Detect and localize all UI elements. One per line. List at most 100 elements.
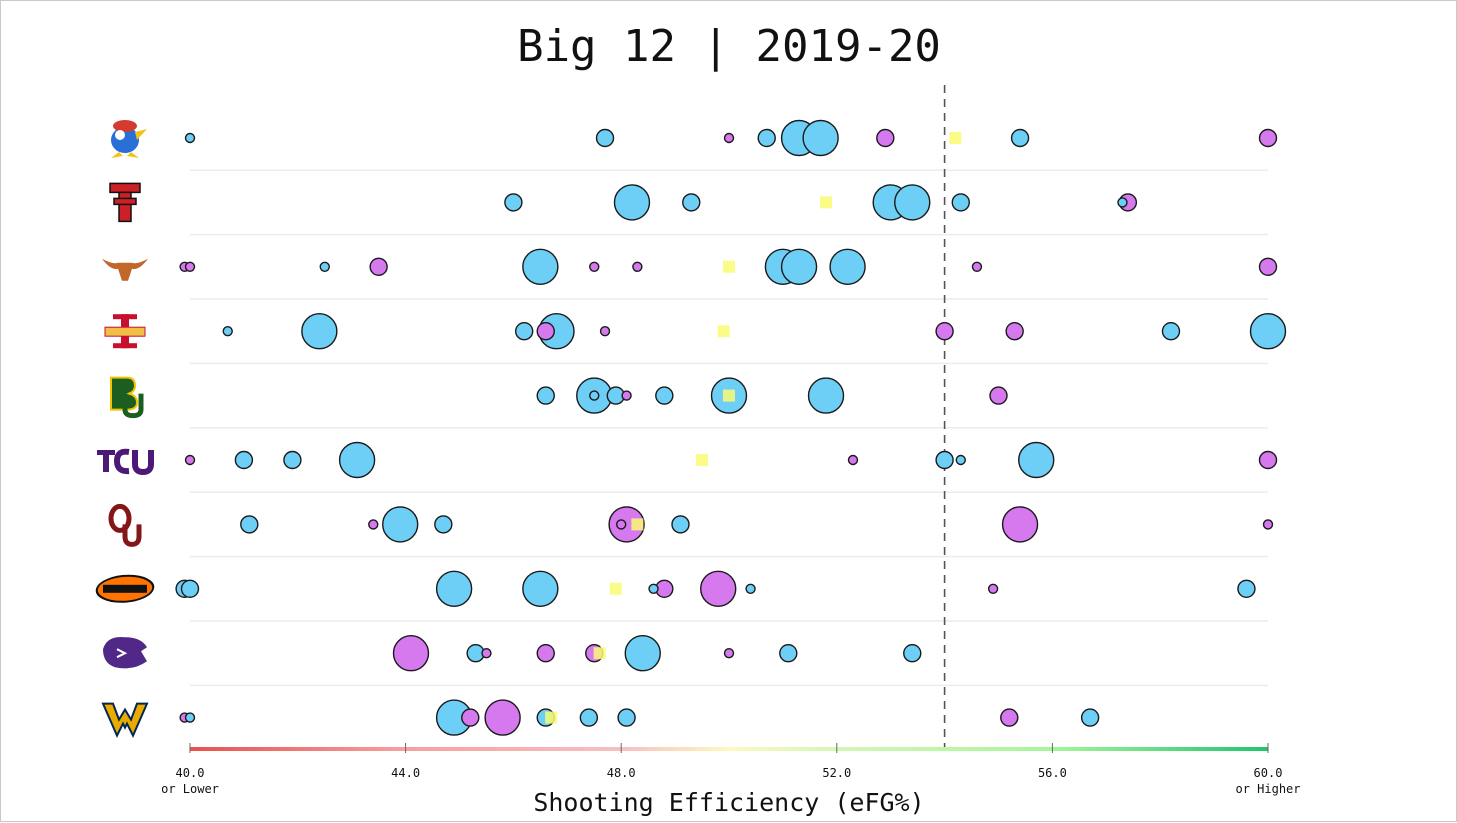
player-bubble bbox=[184, 132, 196, 144]
player-bubble bbox=[504, 193, 523, 212]
player-bubble bbox=[1249, 313, 1287, 350]
player-bubble bbox=[369, 257, 388, 276]
player-bubble bbox=[222, 326, 233, 337]
texas-tech-double-t-icon bbox=[109, 182, 141, 223]
oklahoma-ou-icon bbox=[108, 503, 142, 547]
player-bubble bbox=[802, 119, 839, 157]
x-axis-ticks: 40.0 or Lower 44.0 48.0 52.0 56.0 60.0 or Highe… bbox=[161, 743, 1301, 796]
player-bubble bbox=[435, 570, 473, 607]
player-bubble bbox=[617, 708, 636, 727]
player-bubble bbox=[700, 570, 737, 607]
player-bubble bbox=[1018, 441, 1055, 479]
player-bubble bbox=[780, 248, 818, 285]
player-bubble bbox=[1001, 506, 1039, 543]
player-bubble bbox=[184, 454, 196, 466]
team-logos bbox=[95, 120, 155, 738]
tick-label: 56.0 bbox=[1038, 766, 1067, 780]
iowa-state-logo-icon bbox=[104, 314, 146, 349]
oklahoma-state-osu-icon bbox=[95, 574, 155, 603]
player-bubble bbox=[1258, 257, 1278, 276]
chart-title: Big 12 | 2019-20 bbox=[517, 21, 941, 72]
team-value-marker bbox=[949, 132, 962, 144]
player-bubble bbox=[1258, 450, 1278, 470]
team-value-marker bbox=[609, 582, 622, 595]
player-bubble bbox=[613, 184, 651, 221]
player-bubbles bbox=[175, 119, 1287, 736]
tick-label: 60.0 bbox=[1254, 766, 1283, 780]
player-bubble bbox=[368, 519, 379, 530]
player-bubble bbox=[595, 128, 615, 148]
kansas-jayhawk-icon bbox=[111, 120, 147, 158]
team-value-marker bbox=[723, 389, 735, 402]
player-bubble bbox=[184, 261, 196, 272]
team-value-marker bbox=[696, 454, 709, 466]
tick-label: 52.0 bbox=[822, 766, 851, 780]
team-value-marker bbox=[723, 260, 735, 273]
player-bubble bbox=[589, 390, 600, 401]
kansas-state-wildcat-icon bbox=[103, 636, 147, 669]
player-bubble bbox=[903, 644, 922, 663]
player-bubble bbox=[1000, 708, 1019, 727]
player-bubble bbox=[1262, 519, 1274, 530]
tick-label: 48.0 bbox=[607, 766, 636, 780]
west-virginia-wv-icon bbox=[101, 702, 149, 738]
x-axis-label: Shooting Efficiency (eFG%) bbox=[533, 788, 924, 817]
tick-label: 40.0 bbox=[176, 766, 205, 780]
player-bubble bbox=[434, 515, 453, 534]
team-value-markers bbox=[545, 132, 962, 724]
player-bubble bbox=[240, 515, 259, 534]
player-bubble bbox=[536, 386, 555, 405]
team-value-marker bbox=[593, 647, 606, 660]
player-bubble bbox=[876, 128, 895, 148]
player-bubble bbox=[283, 450, 302, 470]
player-bubble bbox=[392, 635, 430, 672]
player-bubble bbox=[616, 519, 627, 530]
team-value-marker bbox=[820, 196, 833, 209]
player-bubble bbox=[301, 313, 338, 350]
player-bubble bbox=[745, 583, 756, 594]
tick-sublabel: or Higher bbox=[1235, 782, 1300, 796]
player-bubble bbox=[847, 454, 859, 466]
tick-label: 44.0 bbox=[391, 766, 420, 780]
player-bubble bbox=[671, 515, 690, 534]
team-value-marker bbox=[717, 325, 730, 338]
player-bubble bbox=[1010, 128, 1030, 148]
player-bubble bbox=[971, 261, 983, 272]
player-bubble bbox=[807, 377, 845, 414]
tick-sublabel: or Lower bbox=[161, 782, 219, 796]
player-bubble bbox=[180, 579, 200, 598]
row-separators bbox=[190, 169, 1268, 687]
player-bubble bbox=[779, 644, 798, 663]
player-bubble bbox=[589, 261, 600, 272]
player-bubble bbox=[536, 644, 555, 663]
player-bubble bbox=[655, 386, 674, 405]
player-bubble bbox=[484, 699, 521, 736]
player-bubble bbox=[989, 386, 1008, 405]
player-bubble bbox=[621, 390, 632, 401]
player-bubble bbox=[757, 128, 776, 148]
player-bubble bbox=[987, 583, 999, 594]
player-bubble bbox=[599, 326, 611, 337]
player-bubble bbox=[951, 193, 970, 212]
player-bubble bbox=[955, 454, 966, 466]
player-bubble bbox=[234, 450, 254, 470]
texas-longhorn-icon bbox=[102, 258, 148, 281]
player-bubble bbox=[461, 708, 480, 727]
player-bubble bbox=[319, 261, 330, 272]
player-bubble bbox=[1117, 197, 1128, 208]
player-bubble bbox=[184, 712, 196, 723]
player-bubble bbox=[338, 441, 376, 479]
team-value-marker bbox=[545, 711, 558, 724]
team-value-marker bbox=[631, 518, 644, 531]
tcu-wordmark-icon bbox=[97, 448, 154, 476]
player-bubble bbox=[723, 648, 735, 659]
player-bubble bbox=[1237, 579, 1256, 598]
player-bubble bbox=[1005, 322, 1024, 341]
color-scale-bar bbox=[190, 747, 1268, 751]
player-bubble bbox=[894, 184, 931, 221]
player-bubble bbox=[829, 248, 866, 285]
player-bubble bbox=[682, 193, 701, 212]
player-bubble bbox=[935, 322, 954, 341]
player-bubble bbox=[1161, 322, 1181, 341]
player-bubble bbox=[632, 261, 643, 272]
